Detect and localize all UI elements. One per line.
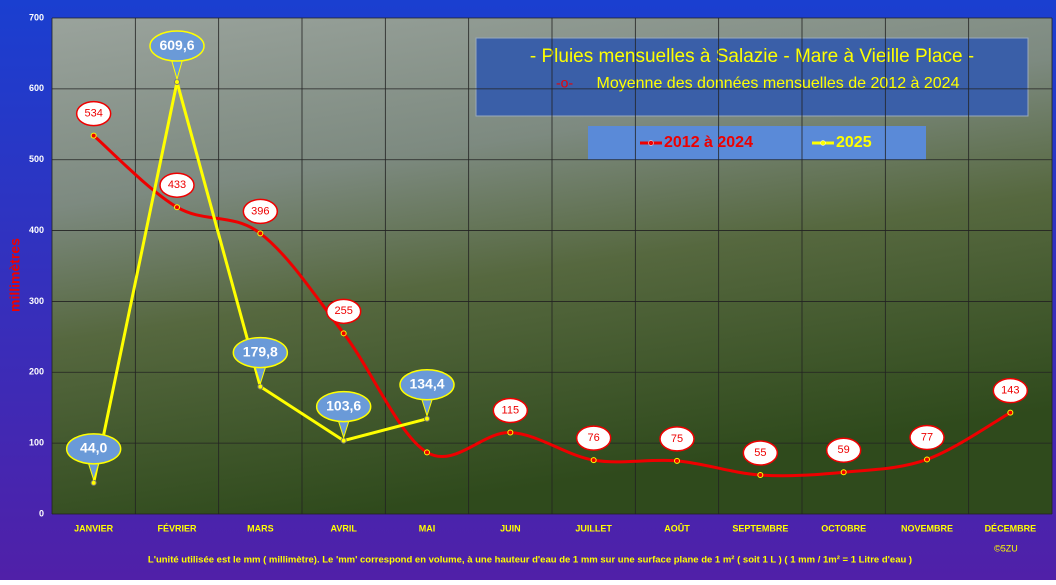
x-tick-label: JUIN — [500, 523, 521, 533]
data-label: 55 — [754, 447, 766, 459]
subtitle: Moyenne des données mensuelles de 2012 à… — [597, 75, 960, 92]
x-tick-label: JANVIER — [74, 523, 114, 533]
x-tick-label: OCTOBRE — [821, 523, 866, 533]
legend-label: 2025 — [836, 134, 872, 151]
data-label: 433 — [168, 179, 186, 191]
data-label: 44,0 — [80, 440, 107, 456]
x-tick-label: NOVEMBRE — [901, 523, 953, 533]
legend — [588, 126, 926, 160]
point — [924, 456, 930, 463]
point — [174, 204, 180, 211]
data-label: 143 — [1001, 385, 1019, 397]
x-tick-label: SEPTEMBRE — [732, 523, 788, 533]
data-label: 75 — [671, 433, 683, 445]
data-label: 115 — [502, 404, 520, 416]
data-label-bubble — [232, 336, 289, 369]
data-label: 59 — [838, 444, 850, 456]
data-label-bubble — [742, 440, 779, 466]
data-label: 77 — [921, 431, 933, 443]
subtitle-marker: -o- — [556, 75, 573, 91]
data-label: 76 — [588, 432, 600, 444]
note: L'unité utilisée est le mm ( millimètre)… — [148, 555, 912, 566]
y-tick-label: 100 — [29, 438, 44, 448]
x-tick-label: FÉVRIER — [157, 523, 197, 533]
y-tick-label: 600 — [29, 83, 44, 93]
data-label-bubble — [325, 298, 362, 325]
data-label: 396 — [251, 205, 269, 217]
data-label-bubble — [909, 424, 945, 451]
credit: ©5ZU — [994, 543, 1018, 553]
data-label-bubble — [399, 369, 455, 401]
data-label-bubble — [492, 397, 529, 424]
y-tick-label: 500 — [29, 154, 44, 164]
y-tick-label: 300 — [29, 296, 44, 306]
legend-marker — [820, 140, 826, 146]
data-label-bubble — [992, 377, 1029, 404]
point — [674, 457, 680, 464]
point — [590, 457, 597, 464]
data-label: 255 — [334, 305, 352, 317]
data-label-bubble — [242, 198, 279, 225]
y-tick-label: 0 — [39, 508, 44, 518]
x-tick-label: JUILLET — [575, 523, 612, 533]
y-tick-label: 200 — [29, 367, 44, 377]
data-label: 134,4 — [409, 375, 444, 391]
point — [257, 230, 264, 237]
data-label-bubble — [659, 426, 695, 452]
point — [90, 132, 97, 139]
x-tick-label: AOÛT — [664, 522, 690, 533]
data-label: 179,8 — [243, 343, 278, 359]
data-label-bubble — [75, 100, 112, 127]
data-label-bubble — [65, 433, 122, 465]
x-tick-label: MARS — [247, 523, 274, 533]
point — [340, 330, 347, 337]
title-box — [475, 37, 1029, 117]
data-label-bubble — [159, 172, 195, 198]
x-tick-label: MAI — [419, 523, 436, 533]
data-label-bubble — [575, 425, 612, 451]
chart-title: - Pluies mensuelles à Salazie - Mare à V… — [530, 46, 974, 67]
legend-marker — [648, 140, 654, 146]
point — [840, 469, 847, 476]
data-label-bubble — [825, 437, 862, 463]
data-label-bubble — [315, 390, 372, 423]
data-label: 609,6 — [159, 37, 194, 53]
point — [1007, 409, 1014, 416]
x-tick-label: DÉCEMBRE — [985, 523, 1037, 533]
point — [424, 449, 430, 456]
data-label: 534 — [84, 108, 102, 120]
y-tick-label: 700 — [29, 12, 44, 22]
y-axis-label: millimètres — [7, 238, 23, 312]
legend-label: 2012 à 2024 — [664, 134, 753, 151]
y-tick-label: 400 — [29, 225, 44, 235]
data-label: 103,6 — [326, 397, 361, 413]
data-label-bubble — [149, 30, 205, 62]
x-tick-label: AVRIL — [330, 523, 357, 533]
point — [757, 472, 764, 479]
point — [507, 429, 514, 436]
